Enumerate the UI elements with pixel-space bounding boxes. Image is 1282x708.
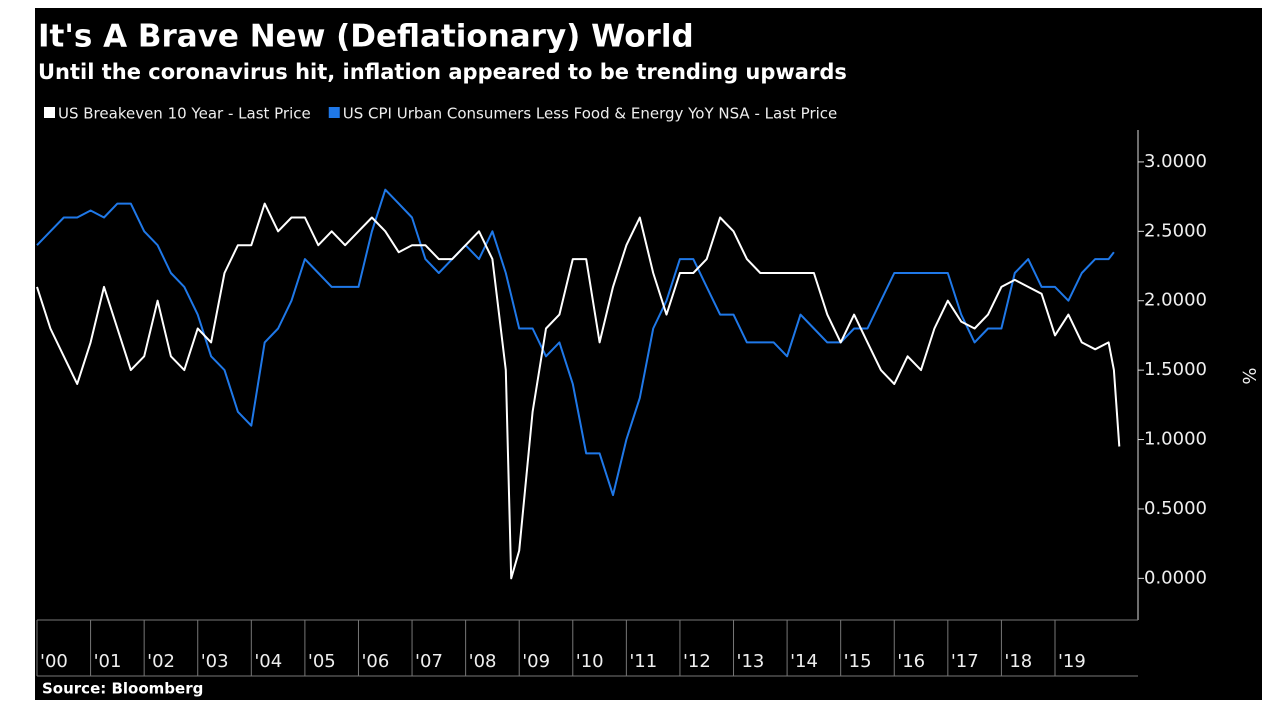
chart-title: It's A Brave New (Deflationary) World xyxy=(38,19,694,55)
y-axis-label: % xyxy=(1238,367,1259,384)
series-line xyxy=(36,188,1115,497)
x-tick-label: '09 xyxy=(522,651,550,672)
y-tick-label: 2.0000 xyxy=(1144,290,1207,311)
x-tick-label: '12 xyxy=(683,651,711,672)
x-tick-label: '05 xyxy=(308,651,336,672)
y-tick-label: 2.5000 xyxy=(1144,220,1207,241)
x-tick-label: '08 xyxy=(469,651,497,672)
x-tick-label: '11 xyxy=(629,651,657,672)
x-tick-label: '17 xyxy=(951,651,979,672)
legend-label: US Breakeven 10 Year - Last Price xyxy=(58,105,311,123)
series-line xyxy=(36,202,1121,580)
x-tick-label: '01 xyxy=(94,651,122,672)
legend-swatch xyxy=(328,107,340,118)
y-tick-label: 0.5000 xyxy=(1144,498,1207,519)
y-tick-label: 1.0000 xyxy=(1144,429,1207,450)
y-tick-label: 1.5000 xyxy=(1144,359,1207,380)
x-tick-label: '00 xyxy=(40,651,68,672)
legend-label: US CPI Urban Consumers Less Food & Energ… xyxy=(343,105,838,123)
x-tick-label: '10 xyxy=(576,651,604,672)
x-tick-label: '02 xyxy=(147,651,175,672)
x-tick-label: '06 xyxy=(361,651,389,672)
x-tick-label: '03 xyxy=(201,651,229,672)
x-tick-label: '07 xyxy=(415,651,443,672)
y-tick-label: 0.0000 xyxy=(1144,567,1207,588)
source: Source: Bloomberg xyxy=(42,680,203,698)
x-tick-label: '13 xyxy=(737,651,765,672)
x-tick-label: '16 xyxy=(897,651,925,672)
x-tick-label: '04 xyxy=(254,651,282,672)
x-tick-label: '15 xyxy=(844,651,872,672)
y-tick-label: 3.0000 xyxy=(1144,151,1207,172)
x-tick-label: '18 xyxy=(1004,651,1032,672)
x-tick-label: '19 xyxy=(1058,651,1086,672)
legend-swatch xyxy=(44,107,55,118)
chart-subtitle: Until the coronavirus hit, inflation app… xyxy=(38,60,847,84)
x-tick-label: '14 xyxy=(790,651,818,672)
